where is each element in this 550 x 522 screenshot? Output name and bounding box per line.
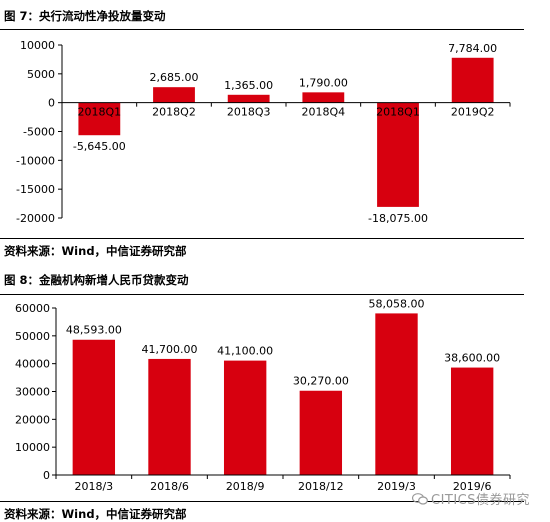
x-tick-label: 2018Q4 (302, 106, 346, 119)
data-label: 58,058.00 (369, 297, 425, 310)
x-tick-label: 2018/12 (298, 480, 344, 493)
y-tick-label: -10000 (16, 154, 55, 167)
figure-7-top-rule (0, 29, 524, 30)
figure-7-caption: 图 7：央行流动性净投放量变动 (4, 9, 166, 23)
bar (377, 102, 419, 207)
x-tick-label: 2018Q2 (152, 106, 196, 119)
bar (72, 339, 116, 475)
bar (302, 92, 345, 103)
y-tick-label: 60000 (15, 302, 50, 315)
watermark: CITICS债券研究 (412, 489, 530, 508)
figure-7-bottom-rule (0, 238, 524, 239)
data-label: 41,100.00 (217, 345, 273, 358)
data-label: 30,270.00 (293, 375, 349, 388)
x-tick-label: 2019/3 (377, 480, 416, 493)
figure-7-source: 资料来源：Wind，中信证券研究部 (4, 244, 187, 258)
figure-8-bottom-rule (0, 501, 524, 502)
bar (450, 367, 494, 475)
data-label: 2,685.00 (150, 71, 199, 84)
y-tick-label: 0 (48, 97, 55, 110)
data-label: 1,790.00 (299, 76, 348, 89)
y-tick-label: 0 (43, 469, 50, 482)
bar (227, 94, 270, 103)
y-tick-label: 10000 (20, 39, 55, 52)
data-label: -5,645.00 (73, 140, 126, 153)
data-label: 48,593.00 (66, 324, 122, 337)
y-tick-label: 30000 (15, 386, 50, 399)
figure-8-bar-chart: 0 10000 20000 30000 40000 50000 60000 48,593.00… (15, 297, 511, 493)
x-tick-label: 2019Q2 (451, 106, 495, 119)
x-tick-label: 2018/9 (226, 480, 265, 493)
x-tick-label: 2018Q1 (78, 106, 122, 119)
x-tick-label: 2019/6 (453, 480, 492, 493)
wechat-logo-icon (412, 493, 428, 505)
y-tick-label: 5000 (27, 68, 55, 81)
bar (375, 313, 418, 475)
watermark-text: CITICS债券研究 (431, 493, 531, 508)
data-label: 38,600.00 (444, 352, 500, 365)
x-tick-label: 2018Q1 (376, 106, 420, 119)
figure-8-caption: 图 8：金融机构新增人民币贷款变动 (4, 273, 189, 287)
y-tick-label: 10000 (15, 441, 50, 454)
bar (148, 358, 191, 475)
y-tick-label: 20000 (15, 413, 50, 426)
bar (153, 87, 195, 103)
x-tick-label: 2018/6 (150, 480, 189, 493)
data-label: 1,365.00 (224, 79, 273, 92)
figure-7-bar-chart: 10000 5000 0 -5000 -10000 -15000 -20000 -5,645.… (16, 39, 511, 225)
data-label: 41,700.00 (142, 343, 198, 356)
bar (223, 360, 267, 475)
x-tick-label: 2018Q3 (227, 106, 271, 119)
y-tick-label: -15000 (16, 183, 55, 196)
x-tick-label: 2018/3 (74, 480, 113, 493)
y-tick-label: -20000 (16, 212, 55, 225)
data-label: 7,784.00 (448, 42, 497, 55)
figure-8-source: 资料来源：Wind，中信证券研究部 (4, 507, 187, 521)
bar (78, 102, 121, 136)
y-tick-label: -5000 (23, 126, 55, 139)
y-tick-label: 50000 (15, 330, 50, 343)
bar (451, 57, 494, 103)
figure-8-top-rule (0, 294, 524, 295)
bar (299, 390, 343, 475)
data-label: -18,075.00 (368, 212, 428, 225)
y-tick-label: 40000 (15, 358, 50, 371)
